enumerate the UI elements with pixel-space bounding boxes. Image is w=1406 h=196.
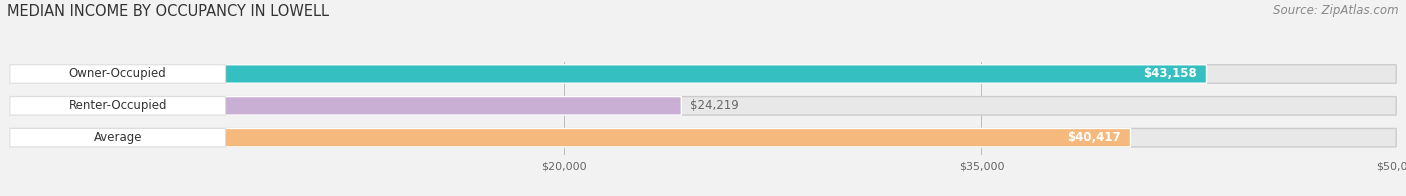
FancyBboxPatch shape [10, 97, 225, 115]
Text: Source: ZipAtlas.com: Source: ZipAtlas.com [1274, 4, 1399, 17]
Text: MEDIAN INCOME BY OCCUPANCY IN LOWELL: MEDIAN INCOME BY OCCUPANCY IN LOWELL [7, 4, 329, 19]
FancyBboxPatch shape [10, 65, 1396, 83]
FancyBboxPatch shape [10, 65, 225, 83]
FancyBboxPatch shape [10, 128, 225, 147]
Text: Average: Average [93, 131, 142, 144]
FancyBboxPatch shape [10, 65, 1206, 83]
Text: $40,417: $40,417 [1067, 131, 1121, 144]
FancyBboxPatch shape [10, 128, 1130, 147]
FancyBboxPatch shape [10, 128, 1396, 147]
FancyBboxPatch shape [10, 97, 1396, 115]
FancyBboxPatch shape [10, 97, 682, 115]
Text: $24,219: $24,219 [690, 99, 738, 112]
Text: Renter-Occupied: Renter-Occupied [69, 99, 167, 112]
Text: $43,158: $43,158 [1143, 67, 1197, 81]
Text: Owner-Occupied: Owner-Occupied [69, 67, 166, 81]
